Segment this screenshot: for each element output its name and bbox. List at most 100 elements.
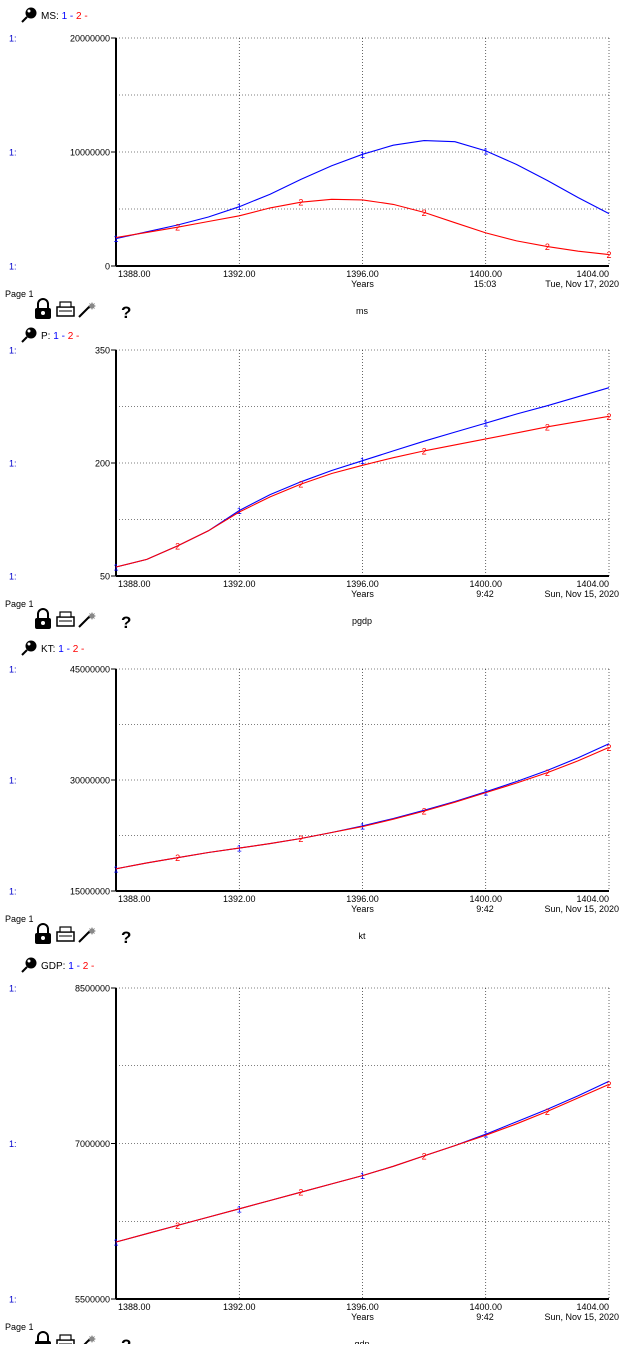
grid xyxy=(116,668,610,891)
print-icon[interactable] xyxy=(56,926,75,942)
pin-icon[interactable] xyxy=(21,7,37,23)
series-1-marker: 1 xyxy=(483,419,488,429)
x-axis-label: Years xyxy=(351,279,374,289)
chart-svg-pgdp: P: 1 - 2 - 50 1: 200 1: 350 1: 1388.00 1392.00 1… xyxy=(5,327,619,632)
chart-svg-kt: KT: 1 - 2 - 15000000 1: 30000000 1: 45000000… xyxy=(5,640,619,947)
axis-prefix: 1: xyxy=(9,572,17,582)
pin-needle xyxy=(21,16,28,23)
lock-icon[interactable] xyxy=(35,608,51,629)
wand-star xyxy=(88,302,96,310)
chart-panel-pgdp: P: 1 - 2 - 50 1: 200 1: 350 1: 1388.00 1392.00 1… xyxy=(0,320,621,633)
lock-shackle xyxy=(37,923,49,933)
pin-shine xyxy=(27,329,31,333)
series-2-line xyxy=(115,415,610,568)
axis-prefix: 1: xyxy=(9,34,17,44)
lock-icon[interactable] xyxy=(35,298,51,319)
toolbar: ? xyxy=(35,298,131,322)
series-2-marker: 2 xyxy=(607,250,612,260)
series-1-marker: 1 xyxy=(114,234,119,244)
printer-paper xyxy=(59,301,72,308)
x-tick-label: 1396.00 xyxy=(346,1302,379,1312)
print-icon[interactable] xyxy=(56,1334,75,1349)
x-tick-label: 1396.00 xyxy=(346,894,379,904)
x-tick-label: 1388.00 xyxy=(118,894,151,904)
legend-token: 2 xyxy=(83,961,91,972)
series-2-marker: 2 xyxy=(298,480,303,490)
pin-head xyxy=(25,957,37,969)
lock-keyhole xyxy=(41,621,45,625)
x-axis-label: Years xyxy=(351,1312,374,1322)
lock-icon[interactable] xyxy=(35,1331,51,1349)
magic-wand-icon[interactable] xyxy=(78,612,96,628)
legend-token: 1 xyxy=(58,644,66,655)
series-2-marker: 2 xyxy=(298,198,303,208)
y-tick-label: 7000000 xyxy=(75,1139,110,1149)
series-2-marker: 2 xyxy=(422,807,427,817)
axis-prefix: 1: xyxy=(9,262,17,272)
legend-token: - xyxy=(67,644,73,655)
legend-token: - xyxy=(84,11,87,22)
chart-svg-ms: MS: 1 - 2 - 0 1: 10000000 1: 20000000 1: 1388.… xyxy=(5,7,619,322)
magic-wand-icon[interactable] xyxy=(78,1335,96,1349)
time-stamp: 9:42 xyxy=(476,589,494,599)
series-2-marker: 2 xyxy=(175,853,180,863)
axis-prefix: 1: xyxy=(9,1295,17,1305)
toolbar: ? xyxy=(35,923,131,947)
chart-header: KT: 1 - 2 - xyxy=(41,644,84,655)
help-icon[interactable]: ? xyxy=(121,303,131,322)
page-label: Page 1 xyxy=(5,914,34,924)
series-2-marker: 2 xyxy=(607,743,612,753)
chart-panel-gdp: GDP: 1 - 2 - 5500000 1: 7000000 1: 8500000 1:… xyxy=(0,950,621,1349)
chart-header: P: 1 - 2 - xyxy=(41,331,79,342)
series-1-marker: 1 xyxy=(483,146,488,156)
toolbar: ? xyxy=(35,608,131,632)
chart-title: KT: xyxy=(41,644,58,655)
help-icon[interactable]: ? xyxy=(121,1336,131,1349)
printer-paper xyxy=(59,1334,72,1341)
series-1-marker: 1 xyxy=(360,456,365,466)
legend-token: - xyxy=(81,644,84,655)
wand-star xyxy=(88,612,96,620)
legend-token: - xyxy=(76,331,79,342)
legend-token: - xyxy=(91,961,94,972)
date-stamp: Sun, Nov 15, 2020 xyxy=(544,904,619,914)
grid xyxy=(116,37,610,266)
printer-paper xyxy=(59,926,72,933)
legend-token: - xyxy=(70,11,76,22)
x-axis-label: Years xyxy=(351,589,374,599)
axis-prefix: 1: xyxy=(9,1139,17,1149)
chart-svg-gdp: GDP: 1 - 2 - 5500000 1: 7000000 1: 8500000 1:… xyxy=(5,957,619,1349)
series-2-marker: 2 xyxy=(545,242,550,252)
chart-header: MS: 1 - 2 - xyxy=(41,11,88,22)
printer-paper xyxy=(59,611,72,618)
x-axis-label: Years xyxy=(351,904,374,914)
x-tick-label: 1392.00 xyxy=(223,269,256,279)
series-1-marker: 1 xyxy=(237,202,242,212)
series-1-marker: 1 xyxy=(360,150,365,160)
x-tick-label: 1392.00 xyxy=(223,579,256,589)
lock-icon[interactable] xyxy=(35,923,51,944)
pin-icon[interactable] xyxy=(21,327,37,343)
help-icon[interactable]: ? xyxy=(121,613,131,632)
axis-prefix: 1: xyxy=(9,346,17,356)
magic-wand-icon[interactable] xyxy=(78,302,96,318)
chart-title: MS: xyxy=(41,11,62,22)
help-icon[interactable]: ? xyxy=(121,928,131,947)
x-tick-label: 1404.00 xyxy=(576,1302,609,1312)
x-tick-label: 1400.00 xyxy=(469,1302,502,1312)
chart-panel-kt: KT: 1 - 2 - 15000000 1: 30000000 1: 45000000… xyxy=(0,633,621,950)
lock-shackle xyxy=(37,608,49,618)
y-tick-label: 20000000 xyxy=(70,34,110,44)
y-tick-label: 10000000 xyxy=(70,148,110,158)
print-icon[interactable] xyxy=(56,301,75,317)
print-icon[interactable] xyxy=(56,611,75,627)
grid xyxy=(116,987,610,1299)
pin-icon[interactable] xyxy=(21,957,37,973)
time-stamp: 15:03 xyxy=(474,279,497,289)
grid xyxy=(116,349,610,576)
magic-wand-icon[interactable] xyxy=(78,927,96,943)
pin-head xyxy=(25,327,37,339)
pin-icon[interactable] xyxy=(21,640,37,656)
legend-token: 1 xyxy=(53,331,61,342)
